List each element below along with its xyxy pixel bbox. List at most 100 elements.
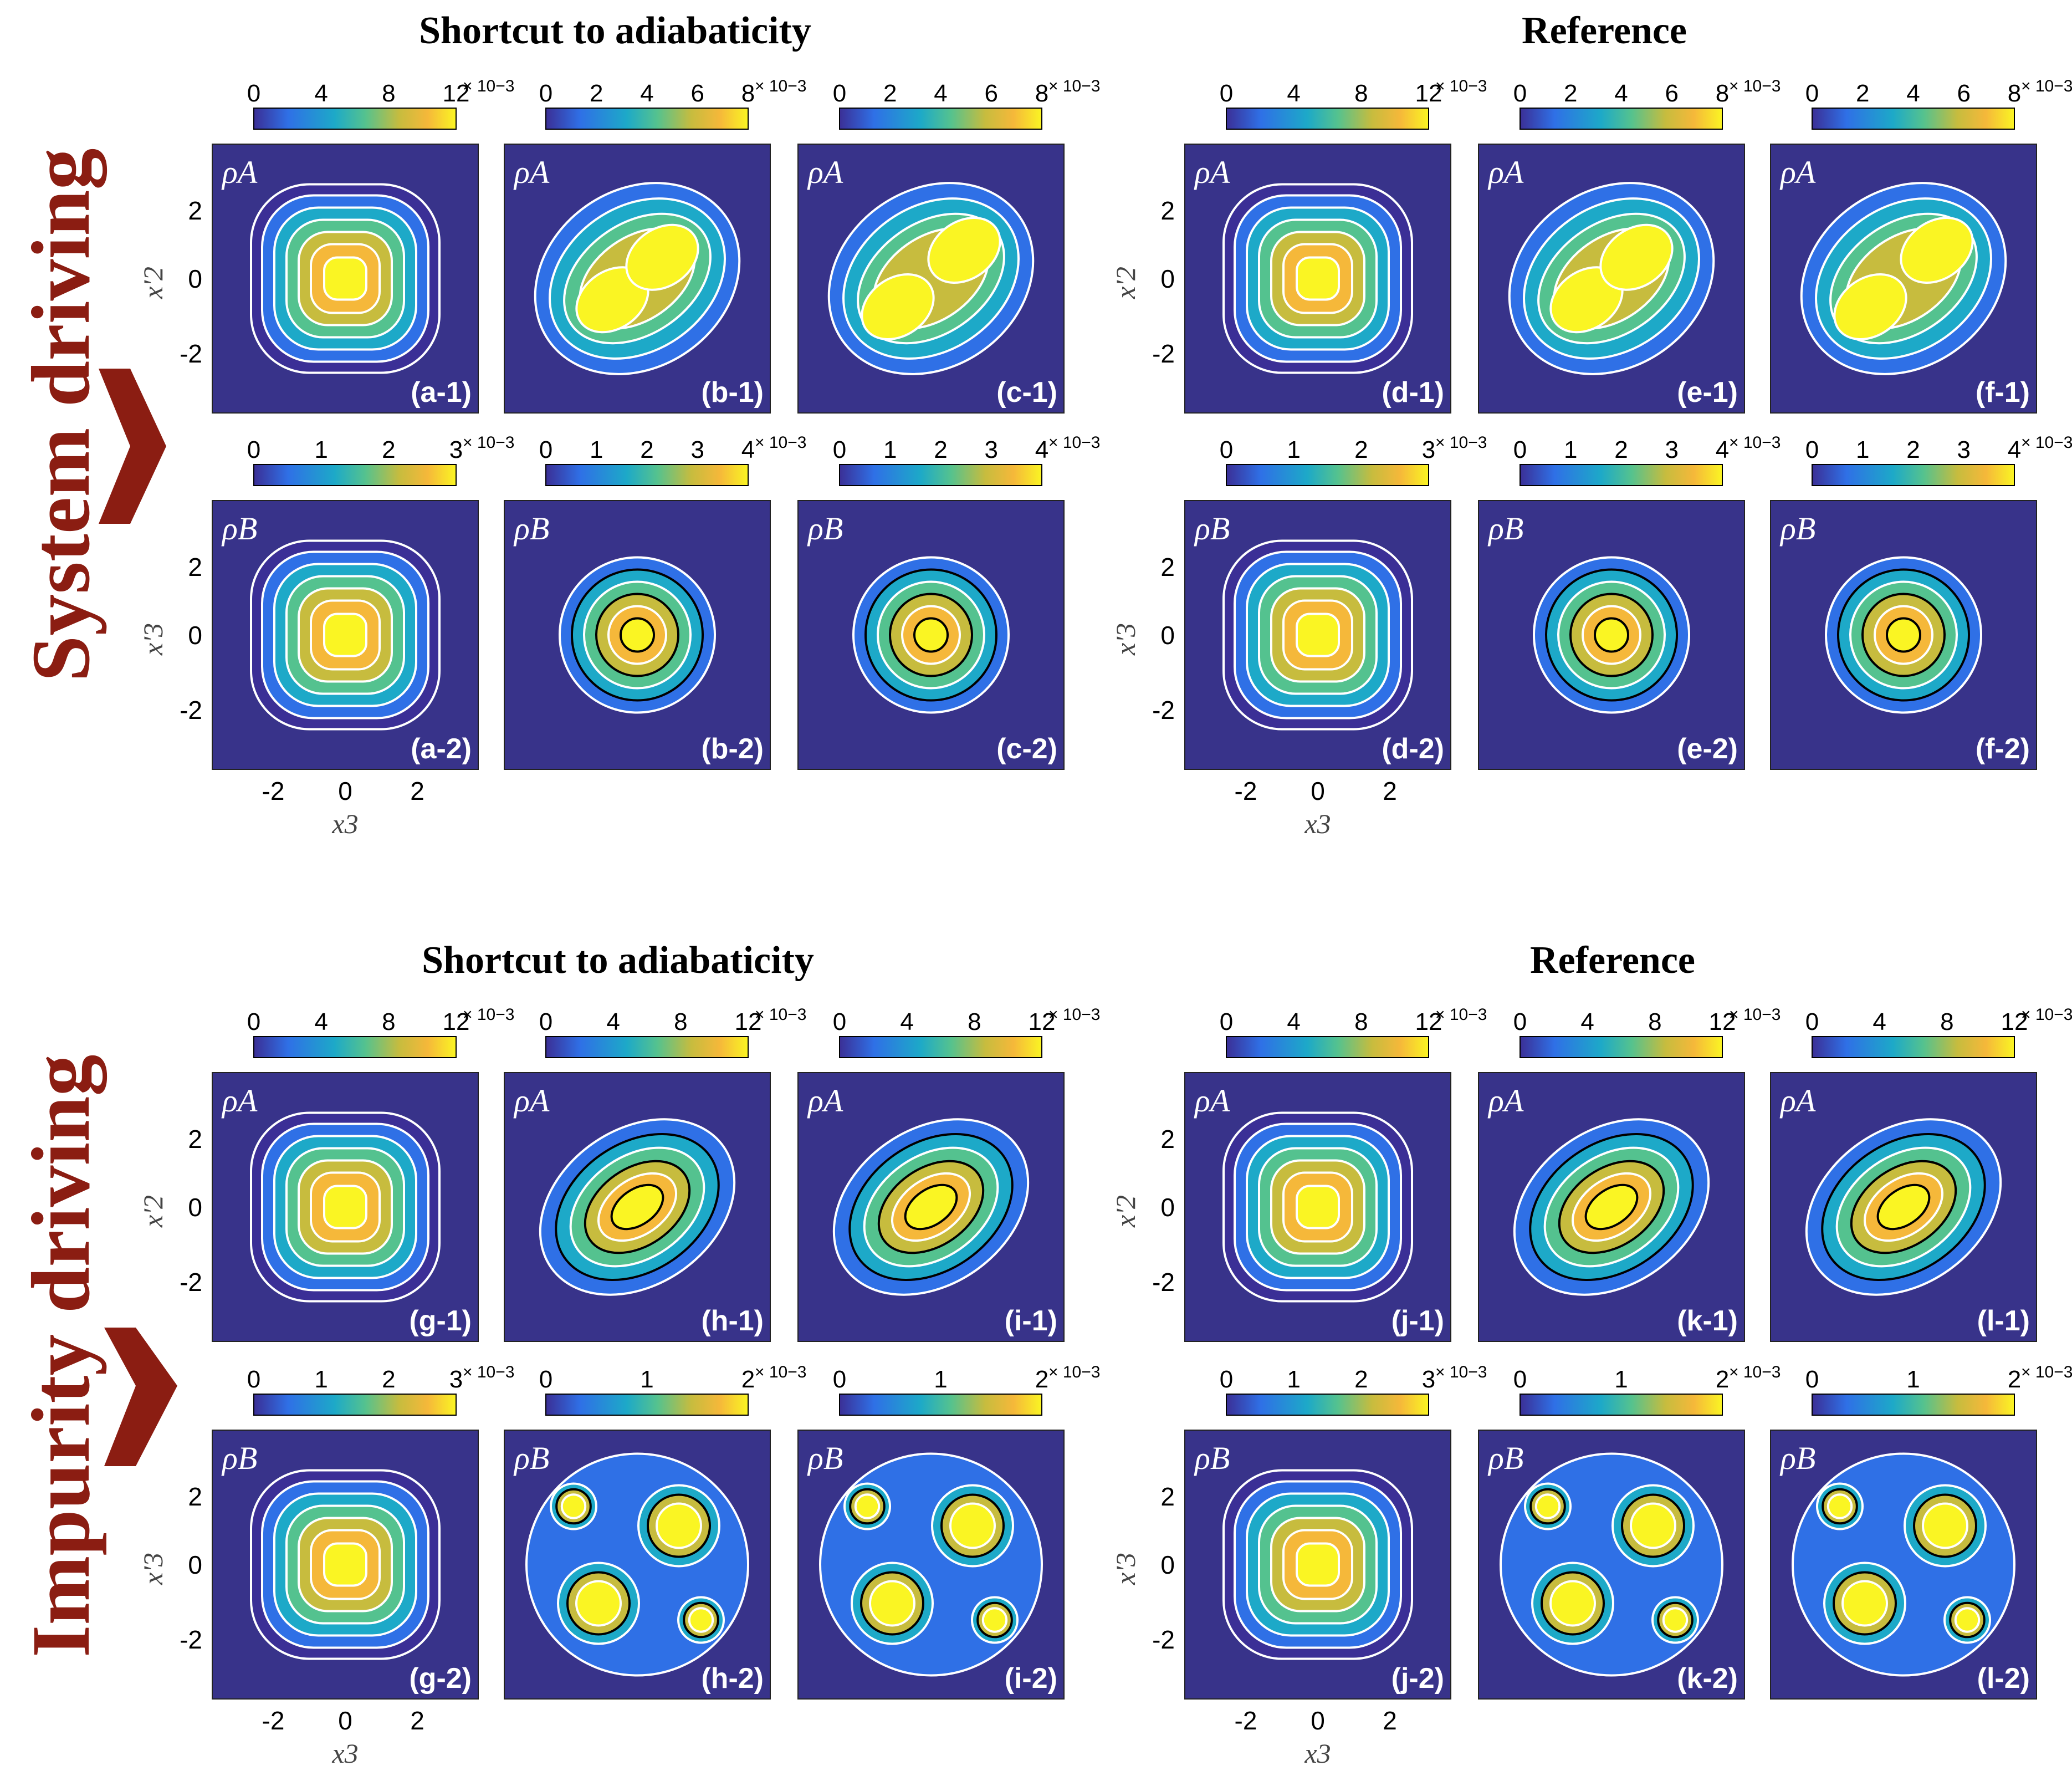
colorbar-tick: 4 xyxy=(741,436,755,463)
rho-label: ρB xyxy=(807,1440,843,1476)
colorbar-tick: 1 xyxy=(883,436,897,463)
y-tick-label: 2 xyxy=(188,1125,202,1154)
x-tick-label: 0 xyxy=(1311,777,1325,805)
colorbar-tick: 8 xyxy=(1940,1008,1953,1035)
colorbar-exponent: × 10−3 xyxy=(1729,1006,1781,1024)
colorbar-tick: 0 xyxy=(1513,80,1527,107)
colorbar-tick: 1 xyxy=(1564,436,1577,463)
panel-e-1: 0 2 4 6 8 × 10−3 ρA (e-1) xyxy=(1478,77,1781,414)
colorbar-tick: 4 xyxy=(314,1008,328,1035)
panel-label: (i-1) xyxy=(1005,1305,1057,1337)
colorbar-tick: 2 xyxy=(1354,436,1368,463)
side-label-impurity-driving: Impurity driving xyxy=(15,1054,107,1657)
colorbar-tick: 0 xyxy=(539,1366,552,1393)
colorbar-tick: 12 xyxy=(735,1008,762,1035)
x-tick-label: -2 xyxy=(262,1706,285,1735)
panel-label: (a-2) xyxy=(411,733,472,765)
panel-c-1: 0 2 4 6 8 × 10−3 ρA (c-1) xyxy=(797,77,1100,414)
colorbar-tick: 4 xyxy=(1614,80,1628,107)
colorbar xyxy=(839,108,1042,130)
x-tick-label: 2 xyxy=(410,1706,424,1735)
rho-label: ρA xyxy=(1194,1083,1230,1119)
colorbar-exponent: × 10−3 xyxy=(1048,1006,1100,1024)
colorbar-tick: 3 xyxy=(1422,436,1435,463)
y-tick-label: 0 xyxy=(188,1550,202,1579)
colorbar-tick: 4 xyxy=(606,1008,620,1035)
panel-h-1: 0 4 8 12× 10−3 ρA (h-1) xyxy=(504,1006,806,1342)
panel-d-1: 0 4 8 12× 10−3 ρA (d-1) xyxy=(1184,77,1487,414)
rho-label: ρB xyxy=(221,511,257,547)
colorbar-tick: 2 xyxy=(2008,1366,2021,1393)
colorbar xyxy=(253,1036,457,1058)
rho-label: ρA xyxy=(221,154,258,190)
y-tick-label: 2 xyxy=(1160,1482,1175,1511)
colorbar-tick: 0 xyxy=(1220,1008,1233,1035)
density-contours xyxy=(819,1452,1043,1677)
panel-f-1: 0 2 4 6 8 × 10−3 ρA (f-1) xyxy=(1770,77,2072,414)
rho-label: ρB xyxy=(1487,511,1523,547)
colorbar-tick: 1 xyxy=(1287,1366,1300,1393)
colorbar xyxy=(1812,1394,2015,1416)
panel-label: (e-2) xyxy=(1677,733,1738,765)
colorbar-exponent: × 10−3 xyxy=(755,77,806,95)
colorbar-tick: 8 xyxy=(968,1008,981,1035)
colorbar-tick: 12 xyxy=(1415,80,1442,107)
density-contours xyxy=(534,182,741,375)
colorbar xyxy=(1226,1036,1429,1058)
panel-label: (g-2) xyxy=(409,1662,472,1695)
panel-l-1: 0 4 8 12× 10−3 ρA (l-1) xyxy=(1770,1006,2072,1342)
colorbar-tick: 0 xyxy=(247,436,260,463)
colorbar-tick: 1 xyxy=(1614,1366,1628,1393)
colorbar-tick: 8 xyxy=(2008,80,2021,107)
colorbar-exponent: × 10−3 xyxy=(1048,433,1100,452)
panel-f-2: 0 1 2 3 4 × 10−3 ρB (f-2) xyxy=(1770,433,2072,770)
colorbar-tick: 2 xyxy=(883,80,897,107)
density-contours xyxy=(1222,1111,1413,1303)
colorbar-tick: 8 xyxy=(382,1008,395,1035)
density-contours xyxy=(539,1118,736,1296)
panel-j-2: 0 1 2 3 × 10−3 ρB (j-2) xyxy=(1184,1363,1487,1700)
panel-a-2: 0 1 2 3 × 10−3 ρB (a-2) xyxy=(212,433,514,770)
colorbar-tick: 0 xyxy=(1220,436,1233,463)
colorbar-exponent: × 10−3 xyxy=(2021,1363,2072,1381)
colorbar-tick: 0 xyxy=(539,436,552,463)
density-contours xyxy=(525,1452,749,1677)
colorbar-tick: 8 xyxy=(1716,80,1729,107)
panel-label: (k-2) xyxy=(1677,1662,1738,1695)
colorbar-tick: 1 xyxy=(590,436,603,463)
y-axis-label: x'3 xyxy=(1110,1553,1141,1585)
density-contours xyxy=(1222,183,1413,374)
rho-label: ρB xyxy=(221,1440,257,1476)
colorbar-tick: 0 xyxy=(539,80,552,107)
y-tick-label: -2 xyxy=(1152,1268,1175,1297)
panel-i-2: 0 1 2 × 10−3 ρB (i-2) xyxy=(797,1363,1100,1700)
colorbar-tick: 2 xyxy=(382,436,395,463)
rho-label: ρA xyxy=(513,1083,550,1119)
y-tick-label: -2 xyxy=(1152,339,1175,368)
y-tick-label: -2 xyxy=(180,1625,202,1654)
colorbar-tick: 3 xyxy=(1665,436,1679,463)
rho-label: ρA xyxy=(513,154,550,190)
panel-label: (f-1) xyxy=(1976,376,2030,409)
colorbar xyxy=(1520,108,1723,130)
colorbar-tick: 6 xyxy=(985,80,998,107)
colorbar-exponent: × 10−3 xyxy=(463,1363,514,1381)
rho-label: ρA xyxy=(1487,1083,1524,1119)
colorbar-tick: 4 xyxy=(1906,80,1920,107)
rho-label: ρA xyxy=(221,1083,258,1119)
colorbar-tick: 8 xyxy=(741,80,755,107)
y-tick-label: 2 xyxy=(1160,196,1175,225)
colorbar-tick: 2 xyxy=(640,436,653,463)
x-tick-label: -2 xyxy=(1235,777,1257,805)
colorbar-exponent: × 10−3 xyxy=(1435,1363,1487,1381)
colorbar-exponent: × 10−3 xyxy=(1048,1363,1100,1381)
x-tick-label: -2 xyxy=(262,777,285,805)
panel-label: (l-2) xyxy=(1977,1662,2030,1695)
colorbar-tick: 1 xyxy=(934,1366,947,1393)
colorbar-tick: 0 xyxy=(833,80,846,107)
x-axis-label: x3 xyxy=(1304,1738,1331,1769)
colorbar-exponent: × 10−3 xyxy=(1048,77,1100,95)
density-contours xyxy=(1805,1118,2002,1296)
colorbar-tick: 6 xyxy=(691,80,704,107)
rho-label: ρB xyxy=(1779,1440,1815,1476)
